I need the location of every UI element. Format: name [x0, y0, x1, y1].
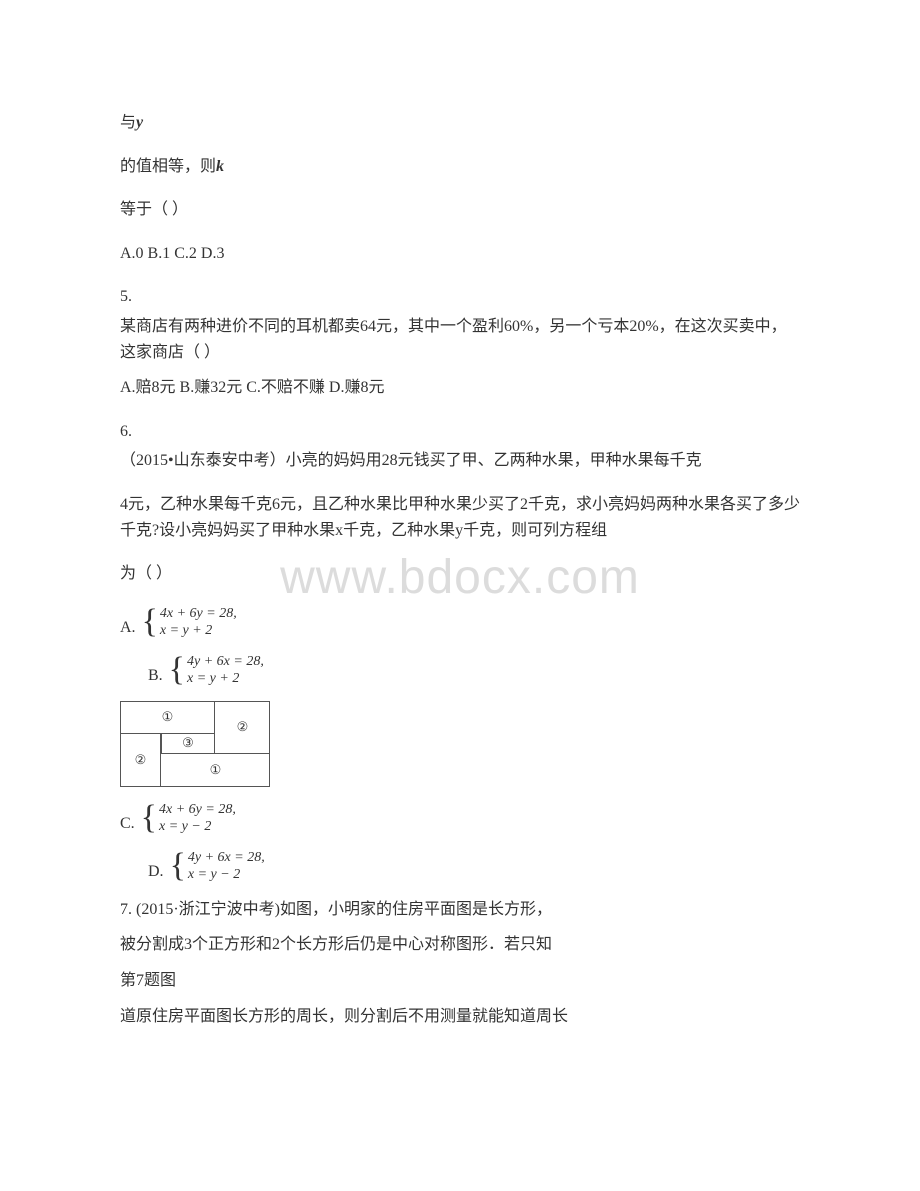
lead-line-4: A.0 B.1 C.2 D.3 [120, 241, 800, 267]
q7-caption: 第7题图 [120, 968, 800, 994]
left-brace-icon: { [170, 849, 186, 883]
q7-line-2: 被分割成3个正方形和2个长方形后仍是中心对称图形．若只知 [120, 932, 800, 958]
q6-option-a: A. { 4x + 6y = 28, x = y + 2 [120, 605, 800, 639]
left-brace-icon: { [141, 801, 157, 835]
diagram-cell-3: ③ [161, 734, 215, 754]
equation-system-c: { 4x + 6y = 28, x = y − 2 [141, 801, 236, 835]
q6-option-d-label: D. [148, 863, 164, 881]
var-k: k [216, 158, 224, 175]
q6-option-c: C. { 4x + 6y = 28, x = y − 2 [120, 801, 800, 835]
q5-options: A.赔8元 B.赚32元 C.不赔不赚 D.赚8元 [120, 375, 800, 401]
equation-system-a: { 4x + 6y = 28, x = y + 2 [142, 605, 237, 639]
lead-line-1: 与y [120, 110, 800, 136]
eq-a-line2: x = y + 2 [160, 622, 237, 639]
diagram-cell-5: ① [161, 754, 270, 787]
q6-option-d: D. { 4y + 6x = 28, x = y − 2 [120, 849, 800, 883]
left-brace-icon: { [169, 653, 185, 687]
var-y: y [136, 114, 143, 131]
eq-c-line1: 4x + 6y = 28, [159, 801, 236, 818]
equation-system-d: { 4y + 6x = 28, x = y − 2 [170, 849, 265, 883]
lead-prefix-2: 的值相等，则 [120, 158, 216, 175]
q7-line-1: 7. (2015·浙江宁波中考)如图，小明家的住房平面图是长方形， [120, 897, 800, 923]
diagram-cell-4: ② [121, 734, 161, 787]
q5-text: 某商店有两种进价不同的耳机都卖64元，其中一个盈利60%，另一个亏本20%，在这… [120, 314, 800, 365]
q6-text-2: 4元，乙种水果每千克6元，且乙种水果比甲种水果少买了2千克，求小亮妈妈两种水果各… [120, 492, 800, 543]
lead-prefix-1: 与 [120, 114, 136, 131]
q6-text-3: 为（ ） [120, 561, 800, 587]
q5-number: 5. [120, 284, 800, 310]
lead-line-2: 的值相等，则k [120, 154, 800, 180]
eq-d-line2: x = y − 2 [188, 866, 265, 883]
q7-line-3: 道原住房平面图长方形的周长，则分割后不用测量就能知道周长 [120, 1004, 800, 1030]
eq-d-line1: 4y + 6x = 28, [188, 849, 265, 866]
q6-option-c-label: C. [120, 815, 135, 833]
eq-b-line1: 4y + 6x = 28, [187, 653, 264, 670]
q6-number: 6. [120, 419, 800, 445]
diagram-cell-1: ① [121, 702, 215, 734]
eq-a-line1: 4x + 6y = 28, [160, 605, 237, 622]
eq-b-line2: x = y + 2 [187, 670, 264, 687]
q6-option-a-label: A. [120, 619, 136, 637]
eq-c-line2: x = y − 2 [159, 818, 236, 835]
floor-plan-diagram: ① ② ③ ② ① [120, 701, 270, 787]
document-content: 与y 的值相等，则k 等于（ ） A.0 B.1 C.2 D.3 5. 某商店有… [120, 110, 800, 1029]
equation-system-b: { 4y + 6x = 28, x = y + 2 [169, 653, 264, 687]
q6-option-b-label: B. [148, 667, 163, 685]
q6-text-1: （2015•山东泰安中考）小亮的妈妈用28元钱买了甲、乙两种水果，甲种水果每千克 [120, 448, 800, 474]
left-brace-icon: { [142, 605, 158, 639]
lead-line-3: 等于（ ） [120, 197, 800, 223]
diagram-cell-2: ② [215, 702, 270, 754]
q6-option-b: B. { 4y + 6x = 28, x = y + 2 [120, 653, 800, 687]
